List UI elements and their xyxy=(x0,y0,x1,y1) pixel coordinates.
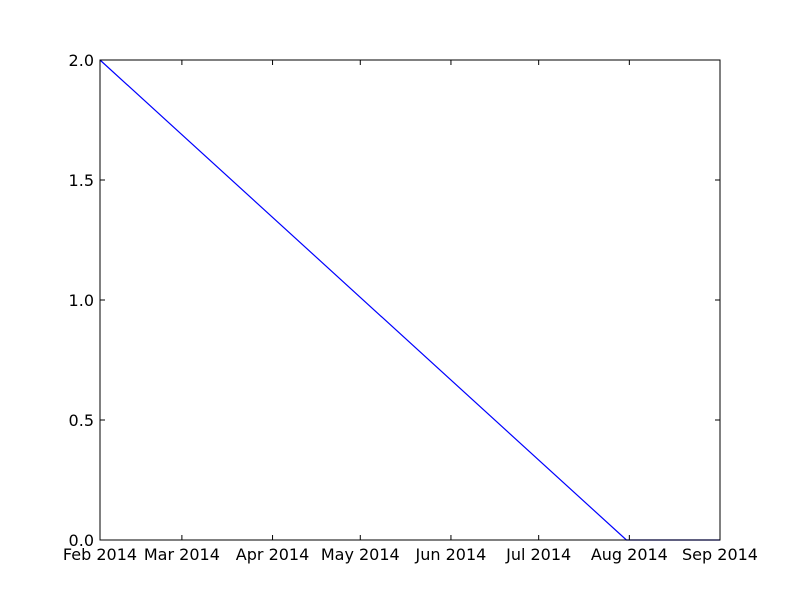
x-tick-label: Sep 2014 xyxy=(682,545,758,564)
x-tick-label: Jun 2014 xyxy=(415,545,487,564)
y-tick-label: 1.0 xyxy=(69,291,94,310)
x-tick-label: Feb 2014 xyxy=(63,545,137,564)
x-tick-label: Jul 2014 xyxy=(505,545,571,564)
x-tick-label: Aug 2014 xyxy=(591,545,668,564)
y-tick-label: 2.0 xyxy=(69,51,94,70)
y-tick-label: 0.5 xyxy=(69,411,94,430)
x-tick-label: May 2014 xyxy=(321,545,400,564)
y-tick-label: 0.0 xyxy=(69,531,94,550)
x-tick-label: Mar 2014 xyxy=(144,545,220,564)
x-tick-label: Apr 2014 xyxy=(236,545,309,564)
y-axis-ticks: 0.0 0.5 1.0 1.5 2.0 xyxy=(69,51,720,550)
y-tick-label: 1.5 xyxy=(69,171,94,190)
x-axis-ticks: Feb 2014 Mar 2014 Apr 2014 May 2014 Jun 2014… xyxy=(63,60,758,564)
